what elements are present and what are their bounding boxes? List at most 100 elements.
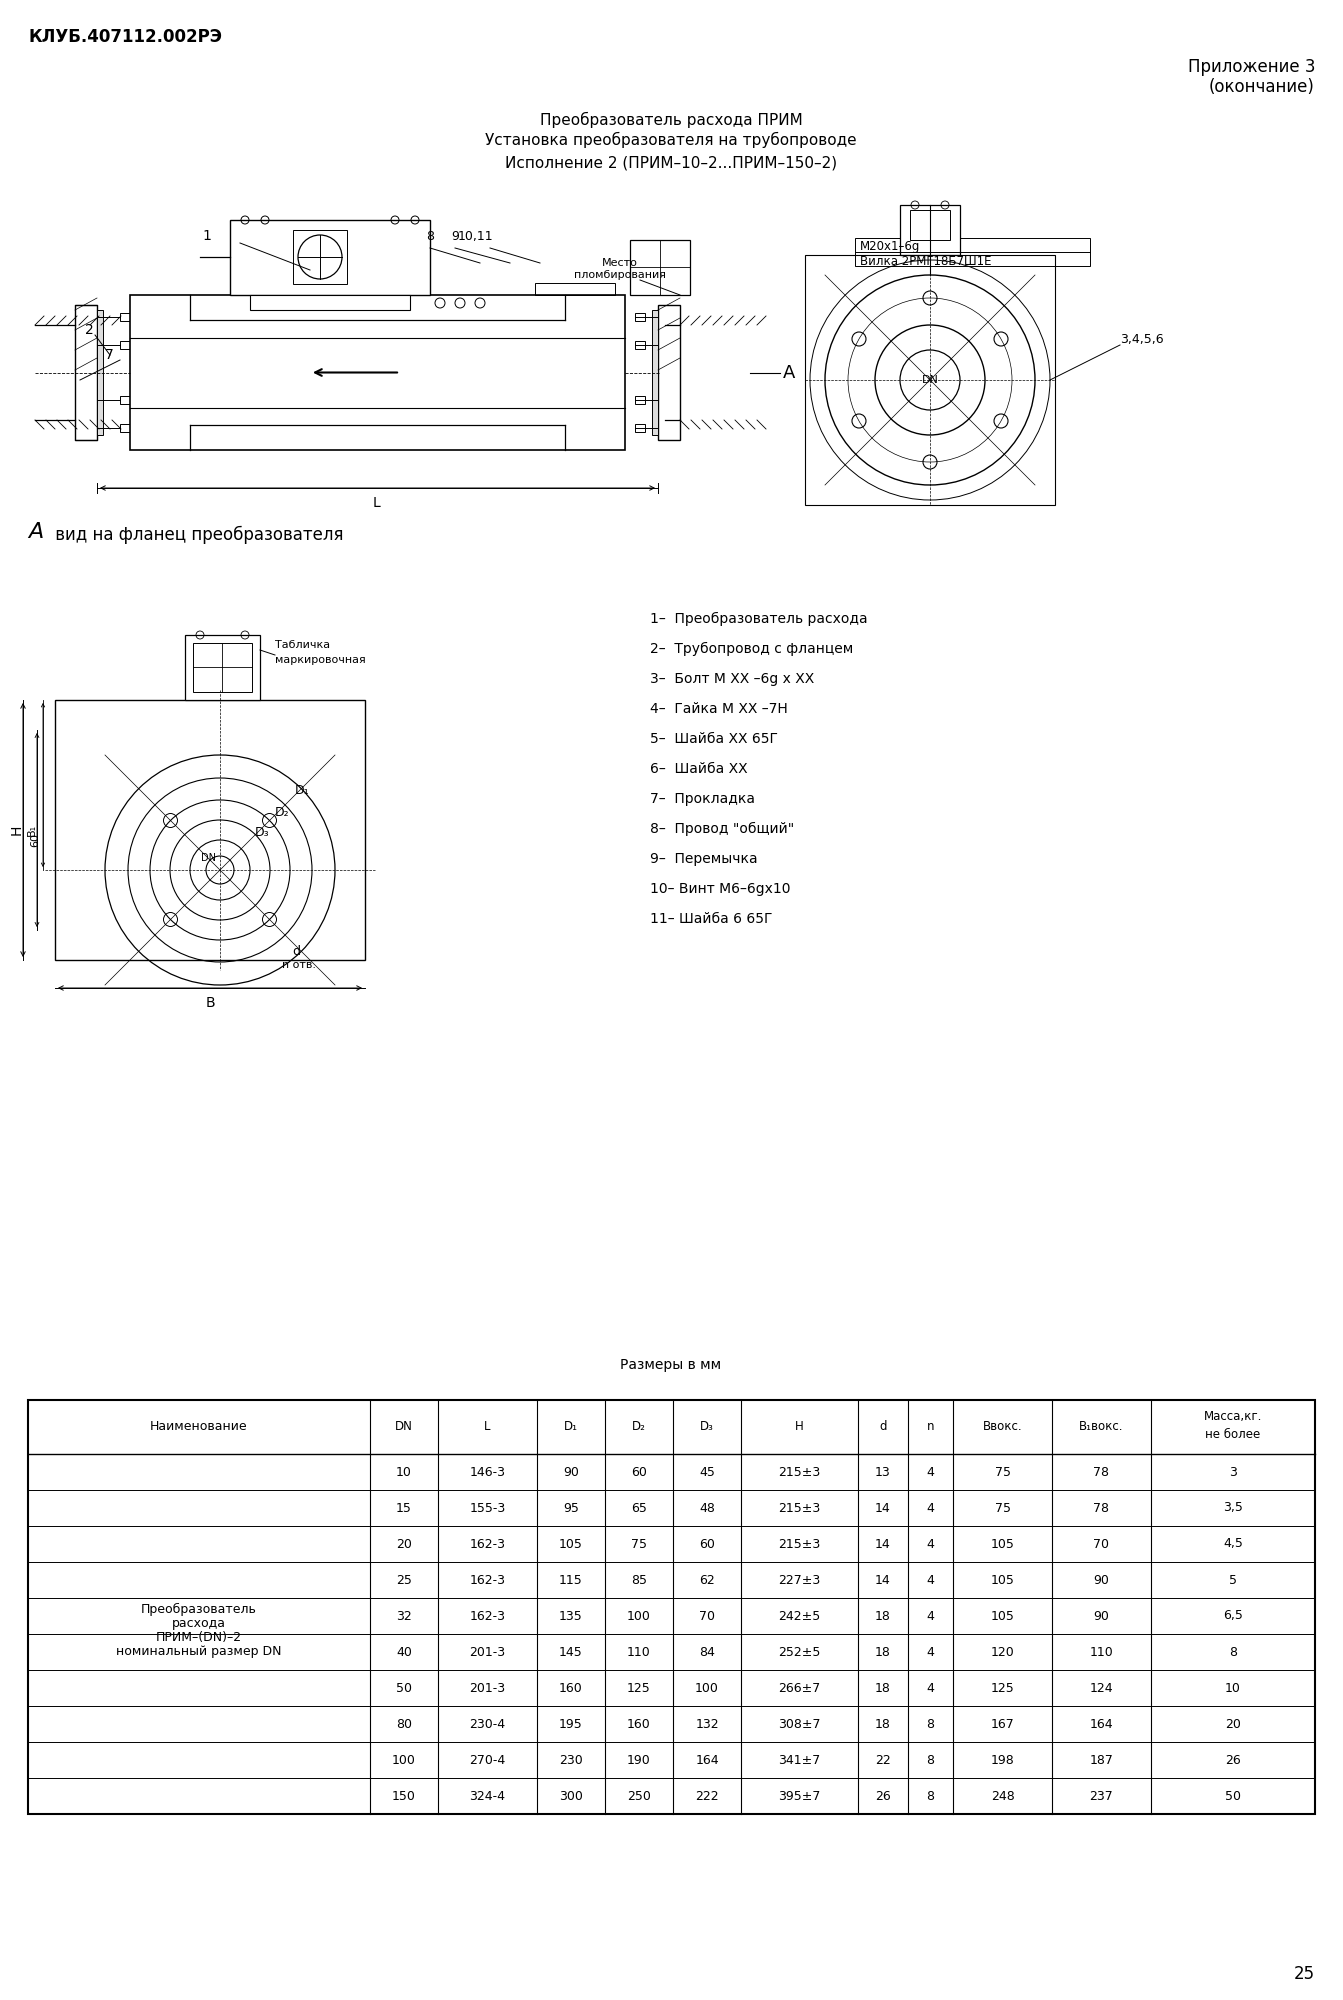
Text: B: B [205,996,215,1010]
Text: 395±7: 395±7 [779,1790,821,1802]
Text: 18: 18 [876,1718,890,1730]
Text: Bвокс.: Bвокс. [983,1420,1022,1434]
Text: 1: 1 [203,228,211,242]
Text: 8: 8 [1229,1646,1237,1658]
Text: 4: 4 [927,1610,935,1622]
Text: А: А [28,522,43,542]
Text: 70: 70 [1093,1538,1109,1550]
Text: 237: 237 [1089,1790,1113,1802]
Text: 105: 105 [991,1574,1014,1586]
Text: B₁: B₁ [27,824,38,836]
Text: H: H [9,824,24,836]
Text: 50: 50 [1225,1790,1241,1802]
Text: d: d [880,1420,886,1434]
Text: 75: 75 [995,1466,1010,1478]
Bar [635,396,645,404]
Text: 115: 115 [559,1574,583,1586]
Bar [535,282,615,294]
Bar [900,206,960,254]
Text: 155-3: 155-3 [469,1502,505,1514]
Text: 110: 110 [1089,1646,1113,1658]
Text: 15: 15 [396,1502,412,1514]
Text: 146-3: 146-3 [470,1466,505,1478]
Bar [230,220,430,294]
Text: 90: 90 [1093,1574,1109,1586]
Text: 25: 25 [396,1574,412,1586]
Text: 78: 78 [1093,1502,1109,1514]
Text: 14: 14 [876,1574,890,1586]
Bar [630,240,690,294]
Text: 164: 164 [696,1754,719,1766]
Text: 164: 164 [1089,1718,1113,1730]
Text: 48: 48 [700,1502,714,1514]
Bar [635,424,645,432]
Text: 100: 100 [392,1754,416,1766]
Text: 9–  Перемычка: 9– Перемычка [650,852,757,866]
Text: 60: 60 [700,1538,714,1550]
Text: 3–  Болт М ХХ –6g x ХХ: 3– Болт М ХХ –6g x ХХ [650,672,814,686]
Text: не более: не более [1206,1428,1261,1440]
Text: 215±3: 215±3 [779,1538,821,1550]
Text: 65: 65 [631,1502,647,1514]
Text: Преобразователь: Преобразователь [141,1602,257,1616]
Bar [120,312,130,320]
Text: 266±7: 266±7 [779,1682,821,1694]
Text: 10: 10 [1225,1682,1241,1694]
Text: 8: 8 [927,1718,935,1730]
Text: 124: 124 [1089,1682,1113,1694]
Text: 145: 145 [559,1646,583,1658]
Text: 110: 110 [627,1646,651,1658]
Text: 8: 8 [927,1790,935,1802]
Text: 6–  Шайба ХХ: 6– Шайба ХХ [650,762,748,776]
Bar [635,340,645,348]
Bar [804,254,1056,504]
Text: 3,5: 3,5 [1223,1502,1242,1514]
Bar [651,310,658,436]
Text: 187: 187 [1089,1754,1113,1766]
Text: расхода: расхода [172,1616,226,1630]
Text: 75: 75 [631,1538,647,1550]
Text: 85: 85 [631,1574,647,1586]
Text: 198: 198 [991,1754,1014,1766]
Text: Установка преобразователя на трубопроводе: Установка преобразователя на трубопровод… [485,132,857,148]
Text: маркировочная: маркировочная [275,656,365,664]
Text: Преобразователь расхода ПРИМ: Преобразователь расхода ПРИМ [540,112,802,128]
Bar [97,310,103,436]
Text: 90: 90 [1093,1610,1109,1622]
Text: вид на фланец преобразователя: вид на фланец преобразователя [50,526,344,544]
Text: 105: 105 [559,1538,583,1550]
Text: 40: 40 [396,1646,412,1658]
Bar [293,230,346,284]
Text: М20х1–6g: М20х1–6g [860,240,920,252]
Text: 135: 135 [559,1610,583,1622]
Text: D₁: D₁ [295,784,310,796]
Text: 8: 8 [426,230,434,242]
Text: DN: DN [921,376,939,384]
Text: L: L [373,496,381,510]
Bar [130,294,624,450]
Text: Вилка 2РМГ18Б7Ш1Е: Вилка 2РМГ18Б7Ш1Е [860,254,991,268]
Text: номинальный размер DN: номинальный размер DN [117,1644,282,1658]
Text: 11– Шайба 6 65Г: 11– Шайба 6 65Г [650,912,772,926]
Bar [28,1400,1315,1814]
Text: 84: 84 [700,1646,714,1658]
Text: 324-4: 324-4 [470,1790,505,1802]
Text: 215±3: 215±3 [779,1502,821,1514]
Text: 10– Винт М6–6gх10: 10– Винт М6–6gх10 [650,882,791,896]
Text: DN: DN [395,1420,412,1434]
Text: 8–  Провод "общий": 8– Провод "общий" [650,822,794,836]
Text: 150: 150 [392,1790,416,1802]
Text: 242±5: 242±5 [779,1610,821,1622]
Text: 230-4: 230-4 [470,1718,505,1730]
Text: 162-3: 162-3 [470,1538,505,1550]
Text: 6,5: 6,5 [1223,1610,1242,1622]
Text: Наименование: Наименование [150,1420,248,1434]
Text: 3,4,5,6: 3,4,5,6 [1120,334,1163,346]
Text: 190: 190 [627,1754,651,1766]
Text: 160: 160 [559,1682,583,1694]
Text: 2–  Трубопровод с фланцем: 2– Трубопровод с фланцем [650,642,853,656]
Text: 4: 4 [927,1502,935,1514]
Text: 60: 60 [631,1466,647,1478]
Text: 227±3: 227±3 [779,1574,821,1586]
Text: 10,11: 10,11 [457,230,493,242]
